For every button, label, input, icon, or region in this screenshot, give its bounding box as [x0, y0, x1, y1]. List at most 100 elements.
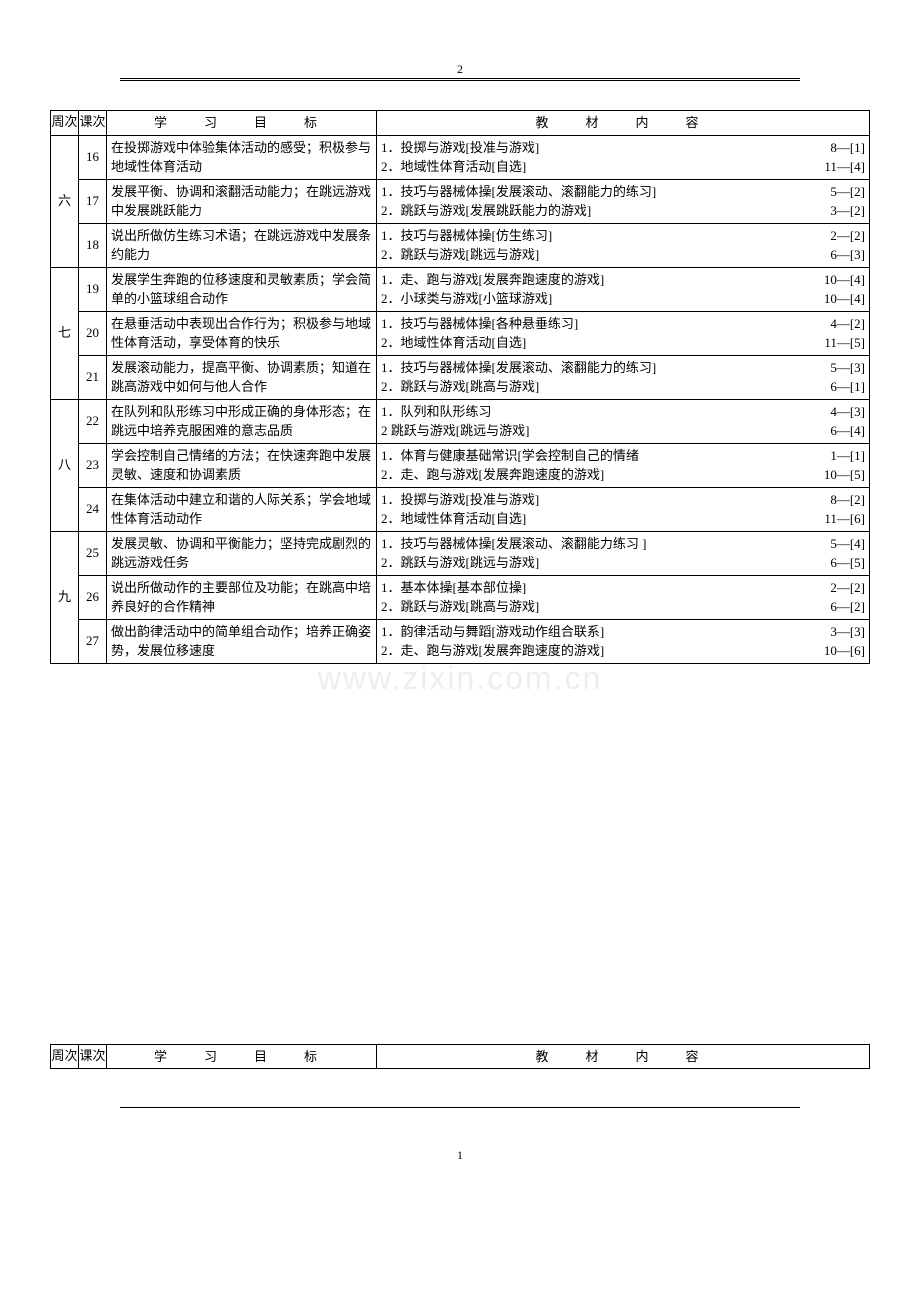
material-code: 8—[2] [824, 490, 865, 510]
table-row: 六16在投掷游戏中体验集体活动的感受；积极参与地域性体育活动1．投掷与游戏[投准… [51, 135, 870, 179]
table-row: 23学会控制自己情绪的方法；在快速奔跑中发展灵敏、速度和协调素质1．体育与健康基… [51, 443, 870, 487]
material-code: 1—[1] [824, 446, 865, 466]
material-code: 10—[6] [818, 641, 865, 661]
lesson-cell: 26 [79, 575, 107, 619]
material-text: 1．韵律活动与舞蹈[游戏动作组合联系] [381, 622, 824, 642]
table-row: 17发展平衡、协调和滚翻活动能力；在跳远游戏中发展跳跃能力1．技巧与器械体操[发… [51, 179, 870, 223]
material-item: 2．跳跃与游戏[跳高与游戏]6—[1] [381, 377, 865, 397]
material-code: 10—[5] [818, 465, 865, 485]
curriculum-table-1: 周次 课次 学 习 目 标 教 材 内 容 六16在投掷游戏中体验集体活动的感受… [50, 110, 870, 664]
material-item: 1．投掷与游戏[投准与游戏]8—[2] [381, 490, 865, 510]
material-cell: 1．技巧与器械体操[发展滚动、滚翻能力的练习]5—[3]2．跳跃与游戏[跳高与游… [377, 355, 870, 399]
target-cell: 在队列和队形练习中形成正确的身体形态；在跳远中培养克服困难的意志品质 [107, 399, 377, 443]
material-code: 4—[3] [824, 402, 865, 422]
table-row: 21发展滚动能力，提高平衡、协调素质；知道在跳高游戏中如何与他人合作1．技巧与器… [51, 355, 870, 399]
material-text: 1．技巧与器械体操[仿生练习] [381, 226, 824, 246]
material-code: 6—[1] [824, 377, 865, 397]
material-text: 2．跳跃与游戏[跳高与游戏] [381, 597, 824, 617]
target-cell: 做出韵律活动中的简单组合动作；培养正确姿势，发展位移速度 [107, 619, 377, 663]
target-cell: 发展灵敏、协调和平衡能力；坚持完成剧烈的跳远游戏任务 [107, 531, 377, 575]
material-item: 1．走、跑与游戏[发展奔跑速度的游戏]10—[4] [381, 270, 865, 290]
material-code: 5—[4] [824, 534, 865, 554]
week-cell: 八 [51, 399, 79, 531]
material-code: 10—[4] [818, 289, 865, 309]
material-text: 2．走、跑与游戏[发展奔跑速度的游戏] [381, 641, 818, 661]
material-item: 1．体育与健康基础常识[学会控制自己的情绪1—[1] [381, 446, 865, 466]
material-item: 1．技巧与器械体操[发展滚动、滚翻能力的练习]5—[3] [381, 358, 865, 378]
material-item: 2 跳跃与游戏[跳远与游戏]6—[4] [381, 421, 865, 441]
material-code: 11—[4] [818, 157, 865, 177]
material-item: 1．韵律活动与舞蹈[游戏动作组合联系]3—[3] [381, 622, 865, 642]
table-row: 20在悬垂活动中表现出合作行为；积极参与地域性体育活动，享受体育的快乐1．技巧与… [51, 311, 870, 355]
table-row: 九25发展灵敏、协调和平衡能力；坚持完成剧烈的跳远游戏任务1．技巧与器械体操[发… [51, 531, 870, 575]
material-item: 2．跳跃与游戏[发展跳跃能力的游戏]3—[2] [381, 201, 865, 221]
material-cell: 1．走、跑与游戏[发展奔跑速度的游戏]10—[4]2．小球类与游戏[小篮球游戏]… [377, 267, 870, 311]
header-lesson: 课次 [79, 111, 107, 136]
target-cell: 在投掷游戏中体验集体活动的感受；积极参与地域性体育活动 [107, 135, 377, 179]
material-text: 1．体育与健康基础常识[学会控制自己的情绪 [381, 446, 824, 466]
table-row: 27做出韵律活动中的简单组合动作；培养正确姿势，发展位移速度1．韵律活动与舞蹈[… [51, 619, 870, 663]
header-material: 教 材 内 容 [377, 1044, 870, 1069]
week-cell: 七 [51, 267, 79, 399]
header-target: 学 习 目 标 [107, 1044, 377, 1069]
material-text: 2 跳跃与游戏[跳远与游戏] [381, 421, 824, 441]
material-text: 2．跳跃与游戏[跳远与游戏] [381, 245, 824, 265]
material-code: 5—[3] [824, 358, 865, 378]
main-table-wrap: 周次 课次 学 习 目 标 教 材 内 容 六16在投掷游戏中体验集体活动的感受… [50, 110, 870, 664]
material-text: 1．技巧与器械体操[发展滚动、滚翻能力的练习] [381, 182, 824, 202]
material-code: 6—[5] [824, 553, 865, 573]
material-item: 1．基本体操[基本部位操]2—[2] [381, 578, 865, 598]
material-text: 1．基本体操[基本部位操] [381, 578, 824, 598]
material-cell: 1．队列和队形练习4—[3]2 跳跃与游戏[跳远与游戏]6—[4] [377, 399, 870, 443]
target-cell: 说出所做仿生练习术语；在跳远游戏中发展条约能力 [107, 223, 377, 267]
material-code: 3—[3] [824, 622, 865, 642]
material-text: 2．跳跃与游戏[跳远与游戏] [381, 553, 824, 573]
table-header-row: 周次 课次 学 习 目 标 教 材 内 容 [51, 1044, 870, 1069]
material-item: 2．小球类与游戏[小篮球游戏]10—[4] [381, 289, 865, 309]
header-material: 教 材 内 容 [377, 111, 870, 136]
material-code: 6—[4] [824, 421, 865, 441]
material-cell: 1．技巧与器械体操[发展滚动、滚翻能力练习 ]5—[4]2．跳跃与游戏[跳远与游… [377, 531, 870, 575]
material-text: 1．投掷与游戏[投准与游戏] [381, 490, 824, 510]
lesson-cell: 24 [79, 487, 107, 531]
material-cell: 1．技巧与器械体操[发展滚动、滚翻能力的练习]5—[2]2．跳跃与游戏[发展跳跃… [377, 179, 870, 223]
material-cell: 1．技巧与器械体操[仿生练习]2—[2]2．跳跃与游戏[跳远与游戏]6—[3] [377, 223, 870, 267]
material-item: 2．地域性体育活动[自选]11—[5] [381, 333, 865, 353]
material-code: 3—[2] [824, 201, 865, 221]
top-rule-1 [120, 78, 800, 79]
bottom-rule [120, 1107, 800, 1108]
material-text: 2．地域性体育活动[自选] [381, 333, 818, 353]
header-target: 学 习 目 标 [107, 111, 377, 136]
material-text: 2．跳跃与游戏[发展跳跃能力的游戏] [381, 201, 824, 221]
material-item: 1．技巧与器械体操[各种悬垂练习]4—[2] [381, 314, 865, 334]
material-text: 1．技巧与器械体操[发展滚动、滚翻能力的练习] [381, 358, 824, 378]
table-row: 24在集体活动中建立和谐的人际关系；学会地域性体育活动动作1．投掷与游戏[投准与… [51, 487, 870, 531]
material-text: 1．投掷与游戏[投准与游戏] [381, 138, 824, 158]
material-text: 1．走、跑与游戏[发展奔跑速度的游戏] [381, 270, 818, 290]
week-cell: 六 [51, 135, 79, 267]
lesson-cell: 19 [79, 267, 107, 311]
target-cell: 在悬垂活动中表现出合作行为；积极参与地域性体育活动，享受体育的快乐 [107, 311, 377, 355]
material-text: 2．走、跑与游戏[发展奔跑速度的游戏] [381, 465, 818, 485]
material-cell: 1．投掷与游戏[投准与游戏]8—[2]2．地域性体育活动[自选]11—[6] [377, 487, 870, 531]
lesson-cell: 21 [79, 355, 107, 399]
target-cell: 学会控制自己情绪的方法；在快速奔跑中发展灵敏、速度和协调素质 [107, 443, 377, 487]
header-week: 周次 [51, 1044, 79, 1069]
curriculum-table-2: 周次 课次 学 习 目 标 教 材 内 容 [50, 1044, 870, 1070]
material-text: 2．地域性体育活动[自选] [381, 509, 818, 529]
material-item: 1．投掷与游戏[投准与游戏]8—[1] [381, 138, 865, 158]
table-row: 八22在队列和队形练习中形成正确的身体形态；在跳远中培养克服困难的意志品质1．队… [51, 399, 870, 443]
lesson-cell: 22 [79, 399, 107, 443]
material-item: 2．走、跑与游戏[发展奔跑速度的游戏]10—[5] [381, 465, 865, 485]
page-number-top: 2 [457, 62, 463, 77]
material-item: 1．技巧与器械体操[发展滚动、滚翻能力的练习]5—[2] [381, 182, 865, 202]
target-cell: 发展滚动能力，提高平衡、协调素质；知道在跳高游戏中如何与他人合作 [107, 355, 377, 399]
table-row: 七19发展学生奔跑的位移速度和灵敏素质；学会简单的小篮球组合动作1．走、跑与游戏… [51, 267, 870, 311]
table-row: 18说出所做仿生练习术语；在跳远游戏中发展条约能力1．技巧与器械体操[仿生练习]… [51, 223, 870, 267]
material-text: 2．小球类与游戏[小篮球游戏] [381, 289, 818, 309]
target-cell: 发展学生奔跑的位移速度和灵敏素质；学会简单的小篮球组合动作 [107, 267, 377, 311]
lesson-cell: 18 [79, 223, 107, 267]
material-code: 5—[2] [824, 182, 865, 202]
material-text: 1．队列和队形练习 [381, 402, 824, 422]
secondary-table-wrap: 周次 课次 学 习 目 标 教 材 内 容 [50, 1044, 870, 1070]
